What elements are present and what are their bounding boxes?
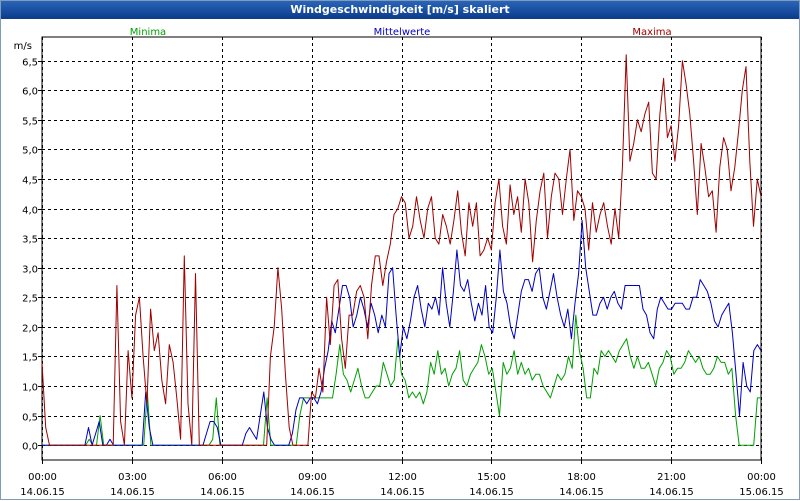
y-axis-label: m/s (14, 41, 32, 52)
series-lines (41, 54, 762, 446)
x-tick-time-label: 12:00 (388, 472, 417, 483)
x-tick-time-label: 15:00 (477, 472, 506, 483)
chart-title: Windgeschwindigkeit [m/s] skaliert (1, 1, 799, 19)
axes: 0,0 0,5 1,0 1,5 2,0 2,5 3,0 3,5 4,0 4,5 5,0 5,5 6,0 6… (14, 41, 784, 498)
plot-frame (41, 36, 762, 461)
y-tick-label: 4,5 (22, 176, 38, 187)
legend: Minima Mittelwerte Maxima (130, 27, 672, 38)
series-line-maxima (41, 54, 762, 446)
x-tick-date-label: 14.06.15 (200, 487, 245, 498)
y-tick-label: 5,0 (22, 146, 38, 157)
y-tick-label: 3,5 (22, 235, 38, 246)
x-tick-time-label: 00:00 (28, 472, 57, 483)
legend-entry-mittelwerte: Mittelwerte (374, 27, 431, 38)
x-tick-date-label: 15.06.15 (739, 487, 784, 498)
x-tick-date-label: 14.06.15 (380, 487, 425, 498)
x-tick-time-label: 00:00 (747, 472, 776, 483)
series-line-mittelwerte (42, 219, 762, 446)
x-tick-time-label: 06:00 (208, 472, 237, 483)
y-tick-label: 2,0 (22, 324, 38, 335)
y-tick-label: 5,5 (22, 117, 38, 128)
y-tick-label: 3,0 (22, 265, 38, 276)
y-tick-label: 2,5 (22, 294, 38, 305)
x-tick-date-label: 14.06.15 (649, 487, 694, 498)
x-tick-date-label: 14.06.15 (559, 487, 604, 498)
x-tick-time-label: 18:00 (567, 472, 596, 483)
y-tick-label: 4,0 (22, 206, 38, 217)
y-tick-label: 1,5 (22, 353, 38, 364)
x-tick-date-label: 14.06.15 (20, 487, 65, 498)
legend-entry-minima: Minima (130, 27, 166, 38)
x-tick-date-label: 14.06.15 (290, 487, 335, 498)
y-tick-label: 0,5 (22, 413, 38, 424)
grid (41, 36, 762, 461)
y-tick-label: 0,0 (22, 442, 38, 453)
x-tick-date-label: 14.06.15 (469, 487, 514, 498)
x-tick-time-label: 21:00 (657, 472, 686, 483)
x-tick-time-label: 03:00 (118, 472, 147, 483)
x-tick-date-label: 14.06.15 (110, 487, 155, 498)
y-tick-label: 1,0 (22, 383, 38, 394)
y-tick-label: 6,0 (22, 87, 38, 98)
legend-entry-maxima: Maxima (632, 27, 671, 38)
x-tick-time-label: 09:00 (298, 472, 327, 483)
y-tick-label: 6,5 (22, 58, 38, 69)
